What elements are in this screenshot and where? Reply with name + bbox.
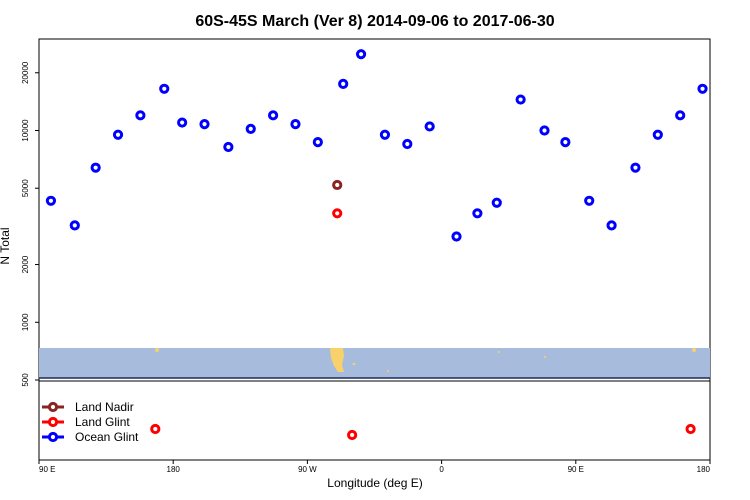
map-strip-land-island-6 <box>498 351 500 353</box>
x-tick-label: 90 E <box>39 465 55 474</box>
legend-swatch-marker <box>47 416 59 428</box>
map-strip-land-island-1 <box>155 348 159 352</box>
legend-label: Land Glint <box>75 415 130 429</box>
data-point-land-glint <box>150 423 161 435</box>
legend-swatch-marker <box>47 431 59 443</box>
map-strip-land-island-4 <box>387 370 389 372</box>
data-point-land-glint <box>347 429 358 441</box>
map-strip-land-south-america <box>330 348 344 372</box>
x-tick-label: 180 <box>697 465 711 474</box>
data-point-ocean-glint <box>379 129 391 140</box>
data-point-land-nadir <box>332 179 343 191</box>
y-tick-label: 1000 <box>21 313 30 331</box>
plot-frame <box>38 38 711 461</box>
data-point-ocean-glint <box>290 118 301 130</box>
legend-label: Ocean Glint <box>75 430 139 444</box>
map-strip-land-island-2 <box>692 348 696 352</box>
data-point-ocean-glint <box>539 125 550 136</box>
data-point-land-glint <box>685 423 696 435</box>
data-point-ocean-glint <box>199 118 210 130</box>
x-tick-label: 0 <box>439 465 444 474</box>
data-point-ocean-glint <box>402 138 413 150</box>
data-point-ocean-glint <box>424 121 435 132</box>
data-point-ocean-glint <box>355 49 367 60</box>
data-point-ocean-glint <box>45 195 57 206</box>
x-tick-label: 90 W <box>298 465 317 474</box>
x-axis: 90 E 180 90 W 0 90 E 180 <box>38 460 711 474</box>
data-point-ocean-glint <box>338 78 349 89</box>
data-point-ocean-glint <box>697 83 708 94</box>
map-strip-land-island-5 <box>544 356 546 358</box>
chart-title: 60S-45S March (Ver 8) 2014-09-06 to 2017… <box>195 13 554 30</box>
data-point-ocean-glint <box>515 94 526 105</box>
x-axis-label: Longitude (deg E) <box>327 476 422 490</box>
data-point-ocean-glint <box>159 83 170 94</box>
x-tick-label: 90 E <box>568 465 584 474</box>
data-point-ocean-glint <box>560 136 571 148</box>
data-point-ocean-glint <box>630 162 641 173</box>
y-tick-label: 500 <box>21 373 30 387</box>
data-point-ocean-glint <box>223 141 234 153</box>
y-tick-label: 5000 <box>21 179 30 197</box>
map-strip-ocean <box>39 348 710 378</box>
data-point-land-glint <box>332 208 343 219</box>
y-axis-label: N Total <box>0 227 12 264</box>
data-point-ocean-glint <box>675 110 686 121</box>
data-point-ocean-glint <box>652 129 663 140</box>
map-strip-land-island-3 <box>352 363 356 365</box>
legend-swatch-marker <box>47 401 59 413</box>
data-point-ocean-glint <box>177 117 188 128</box>
data-point-ocean-glint <box>135 110 146 121</box>
legend-label: Land Nadir <box>75 400 134 414</box>
y-axis: 500 1000 2000 5000 10000 20000 <box>21 61 39 387</box>
data-point-ocean-glint <box>69 220 80 231</box>
data-point-ocean-glint <box>90 162 101 173</box>
data-point-ocean-glint <box>472 208 483 219</box>
data-point-ocean-glint <box>312 136 323 148</box>
y-tick-label: 20000 <box>21 61 30 84</box>
data-point-ocean-glint <box>606 220 617 231</box>
x-tick-label: 180 <box>167 465 181 474</box>
data-point-ocean-glint <box>245 123 256 134</box>
y-tick-label: 10000 <box>21 119 30 142</box>
y-tick-label: 2000 <box>21 255 30 273</box>
data-point-ocean-glint <box>112 129 124 140</box>
data-point-ocean-glint <box>491 197 502 208</box>
data-point-ocean-glint <box>268 110 279 121</box>
data-point-ocean-glint <box>451 231 462 242</box>
data-points <box>45 49 708 441</box>
data-point-ocean-glint <box>584 195 595 206</box>
map-strip <box>39 348 710 379</box>
